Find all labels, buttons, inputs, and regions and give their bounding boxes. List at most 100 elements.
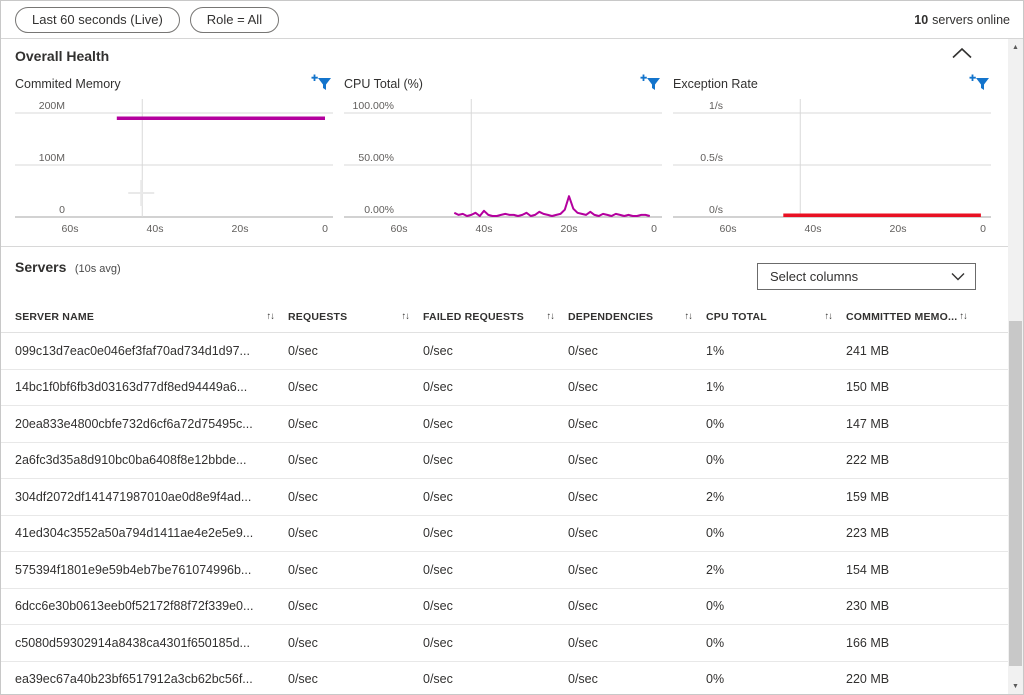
committed-memory-plot: 200M 100M 0 60s 40s 20s 0	[15, 99, 333, 235]
value-cell: 220 MB	[846, 672, 890, 687]
sort-icon: ↑↓	[401, 311, 410, 322]
value-cell: 241 MB	[846, 343, 890, 358]
overall-health-charts: Commited Memory 200M 100M 0 60s 40s 20s 0 CPU …	[1, 72, 1008, 244]
value-cell: 0/sec	[423, 599, 453, 614]
servers-subtitle: (10s avg)	[74, 263, 121, 275]
value-cell: 0/sec	[568, 635, 598, 650]
value-cell: 0/sec	[568, 526, 598, 541]
value-cell: 147 MB	[846, 416, 890, 431]
chart-title: Exception Rate	[673, 77, 758, 91]
svg-text:0.5/s: 0.5/s	[700, 152, 723, 164]
svg-text:60s: 60s	[720, 223, 737, 235]
svg-text:60s: 60s	[391, 223, 408, 235]
table-row[interactable]: 2a6fc3d35a8d910bc0ba6408f8e12bbde... 0/se…	[1, 443, 1008, 479]
value-cell: 0/sec	[568, 416, 598, 431]
value-cell: 0/sec	[568, 343, 598, 358]
committed-memory-chart: Commited Memory 200M 100M 0 60s 40s 20s 0	[15, 72, 335, 244]
sort-icon: ↑↓	[546, 311, 555, 322]
value-cell: 0/sec	[568, 562, 598, 577]
value-cell: 0%	[706, 453, 725, 468]
value-cell: 230 MB	[846, 599, 890, 614]
column-header-server-name[interactable]: SERVER NAME ↑↓	[15, 301, 288, 332]
chevron-up-icon	[951, 47, 973, 63]
time-range-pill[interactable]: Last 60 seconds (Live)	[15, 6, 180, 33]
scrollbar-thumb[interactable]	[1009, 321, 1022, 666]
value-cell: 0/sec	[423, 343, 453, 358]
exception-rate-plot: 1/s 0.5/s 0/s 60s 40s 20s 0	[673, 99, 991, 235]
chart-title: Commited Memory	[15, 77, 121, 91]
value-cell: 0/sec	[288, 380, 318, 395]
server-name-cell: 41ed304c3552a50a794d1411ae4e2e5e9...	[15, 526, 254, 541]
column-label: FAILED REQUESTS	[423, 310, 525, 323]
sort-icon: ↑↓	[824, 311, 833, 322]
servers-online-label: servers online	[932, 13, 1010, 27]
value-cell: 0/sec	[423, 489, 453, 504]
value-cell: 0/sec	[423, 672, 453, 687]
servers-online-status: 10 servers online	[914, 1, 1010, 39]
value-cell: 0/sec	[288, 635, 318, 650]
value-cell: 2%	[706, 489, 725, 504]
server-name-cell: c5080d59302914a8438ca4301f650185d...	[15, 635, 250, 650]
sort-icon: ↑↓	[266, 311, 275, 322]
table-row[interactable]: 41ed304c3552a50a794d1411ae4e2e5e9... 0/se…	[1, 516, 1008, 552]
server-name-cell: 6dcc6e30b0613eeb0f52172f88f72f339e0...	[15, 599, 254, 614]
value-cell: 0/sec	[568, 599, 598, 614]
server-name-cell: 14bc1f0bf6fb3d03163d77df8ed94449a6...	[15, 380, 248, 395]
vertical-scrollbar[interactable]: ▲ ▼	[1008, 39, 1023, 694]
value-cell: 0/sec	[423, 416, 453, 431]
table-row[interactable]: ea39ec67a40b23bf6517912a3cb62bc56f... 0/s…	[1, 662, 1008, 695]
value-cell: 0/sec	[288, 599, 318, 614]
svg-text:0.00%: 0.00%	[364, 204, 394, 216]
table-row[interactable]: c5080d59302914a8438ca4301f650185d... 0/se…	[1, 625, 1008, 662]
value-cell: 1%	[706, 380, 725, 395]
table-row[interactable]: 14bc1f0bf6fb3d03163d77df8ed94449a6... 0/s…	[1, 370, 1008, 406]
exception-rate-chart: Exception Rate 1/s 0.5/s 0/s 60s 40s 20s 0	[673, 72, 993, 244]
column-header-failed-requests[interactable]: FAILED REQUESTS ↑↓	[423, 301, 568, 332]
server-name-cell: 099c13d7eac0e046ef3faf70ad734d1d97...	[15, 343, 250, 358]
overall-health-title: Overall Health	[15, 48, 110, 64]
add-filter-button[interactable]	[640, 74, 660, 94]
value-cell: 0/sec	[423, 453, 453, 468]
servers-table-header: SERVER NAME ↑↓ REQUESTS ↑↓ FAILED REQUESTS ↑↓…	[1, 301, 1008, 333]
add-filter-button[interactable]	[969, 74, 989, 94]
table-row[interactable]: 6dcc6e30b0613eeb0f52172f88f72f339e0... 0/…	[1, 589, 1008, 625]
column-label: REQUESTS	[288, 310, 348, 323]
table-row[interactable]: 20ea833e4800cbfe732d6cf6a72d75495c... 0/s…	[1, 406, 1008, 443]
column-header-requests[interactable]: REQUESTS ↑↓	[288, 301, 423, 332]
column-header-cpu-total[interactable]: CPU TOTAL ↑↓	[706, 301, 846, 332]
value-cell: 223 MB	[846, 526, 890, 541]
column-header-dependencies[interactable]: DEPENDENCIES ↑↓	[568, 301, 706, 332]
role-filter-pill[interactable]: Role = All	[189, 6, 280, 33]
value-cell: 0%	[706, 635, 725, 650]
svg-text:1/s: 1/s	[709, 100, 723, 112]
cpu-total-chart: CPU Total (%) 100.00% 50.00% 0.00% 60s 40s 20…	[344, 72, 664, 244]
select-columns-label: Select columns	[770, 269, 859, 284]
overall-health-header: Overall Health	[1, 39, 1008, 72]
value-cell: 0/sec	[288, 416, 318, 431]
table-row[interactable]: 099c13d7eac0e046ef3faf70ad734d1d97... 0/s…	[1, 333, 1008, 370]
column-header-committed-memo[interactable]: COMMITTED MEMO... ↑↓	[846, 301, 1008, 332]
add-filter-button[interactable]	[311, 74, 331, 94]
value-cell: 166 MB	[846, 635, 890, 650]
table-row[interactable]: 304df2072df141471987010ae0d8e9f4ad... 0/s…	[1, 479, 1008, 516]
server-name-cell: 20ea833e4800cbfe732d6cf6a72d75495c...	[15, 416, 253, 431]
value-cell: 2%	[706, 562, 725, 577]
value-cell: 0/sec	[423, 380, 453, 395]
scroll-content: Overall Health Commited Memory 200M 100M	[1, 39, 1008, 694]
chevron-down-icon	[951, 269, 965, 284]
column-label: COMMITTED MEMO...	[846, 310, 958, 323]
svg-text:20s: 20s	[232, 223, 249, 235]
value-cell: 0/sec	[288, 489, 318, 504]
table-row[interactable]: 575394f1801e9e59b4eb7be761074996b... 0/se…	[1, 552, 1008, 589]
add-filter-icon	[969, 74, 989, 95]
value-cell: 0/sec	[288, 343, 318, 358]
svg-text:0: 0	[980, 223, 986, 235]
collapse-section-button[interactable]	[950, 45, 974, 63]
select-columns-dropdown[interactable]: Select columns	[757, 263, 976, 290]
servers-title: Servers	[15, 259, 67, 275]
scroll-up-arrow-icon[interactable]: ▲	[1012, 43, 1019, 51]
svg-text:0: 0	[651, 223, 657, 235]
scroll-down-arrow-icon[interactable]: ▼	[1012, 682, 1019, 690]
svg-text:20s: 20s	[561, 223, 578, 235]
add-filter-icon	[640, 74, 660, 95]
